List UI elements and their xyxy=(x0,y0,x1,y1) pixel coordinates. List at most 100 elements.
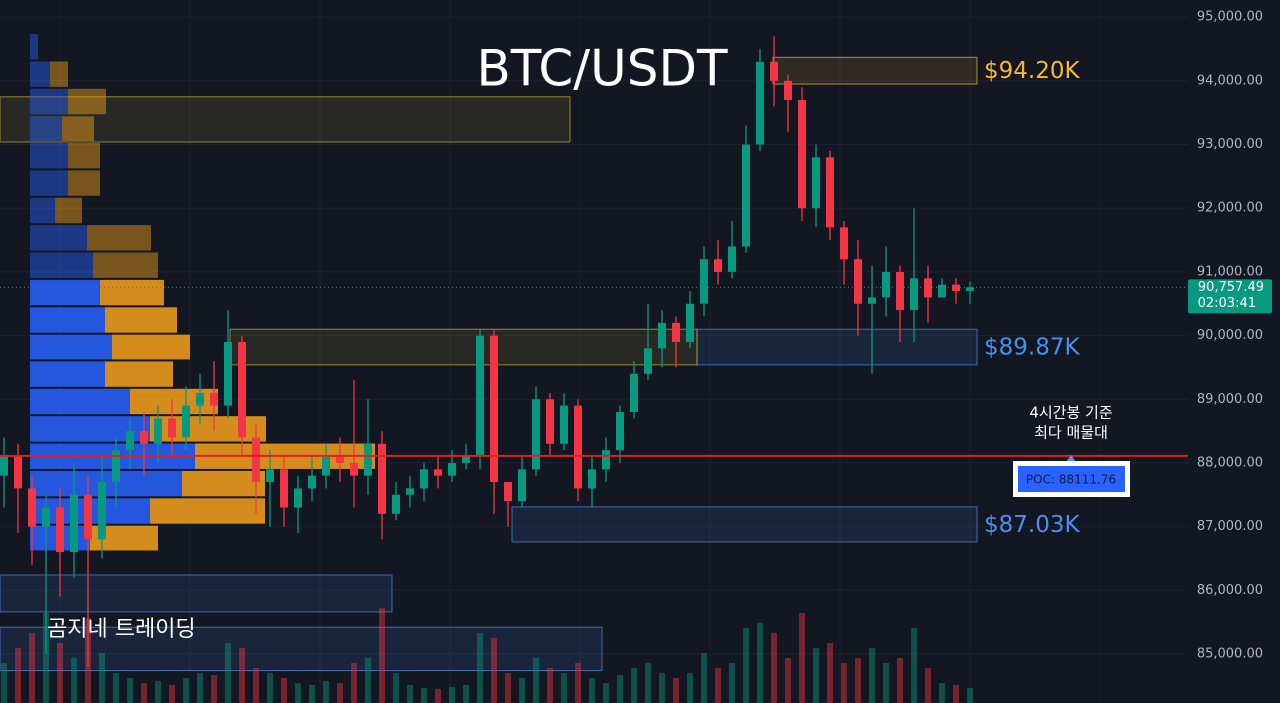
volume-bar xyxy=(701,653,707,703)
candle-body xyxy=(938,284,946,298)
candle-body xyxy=(350,462,358,476)
profile-sell xyxy=(68,88,106,115)
volume-bar xyxy=(211,675,217,703)
profile-sell xyxy=(182,470,265,497)
candle-body xyxy=(252,437,260,483)
volume-bar xyxy=(155,681,161,703)
candle-body xyxy=(462,456,470,463)
candle-body xyxy=(896,271,904,311)
volume-bar xyxy=(505,673,511,703)
candle-body xyxy=(714,259,722,272)
volume-bar xyxy=(841,663,847,703)
volume-bar xyxy=(463,685,469,703)
profile-buy xyxy=(30,170,68,196)
countdown: 02:03:41 xyxy=(1198,296,1256,311)
candle-body xyxy=(0,456,8,476)
volume-bar xyxy=(925,668,931,703)
candle-body xyxy=(784,80,792,100)
poc-label: POC: 88111.76 xyxy=(1026,473,1116,487)
volume-bar xyxy=(757,623,763,703)
volume-bar xyxy=(127,678,133,703)
profile-sell xyxy=(87,225,151,251)
candle-body xyxy=(504,482,512,502)
candle-body xyxy=(546,399,554,444)
candle-body xyxy=(308,475,316,489)
volume-bar xyxy=(785,658,791,703)
profile-buy xyxy=(30,252,93,278)
candle-body xyxy=(322,456,330,476)
y-tick-label: 95,000.00 xyxy=(1197,10,1263,25)
candle-body xyxy=(126,431,134,451)
volume-bar xyxy=(631,668,637,703)
candle-body xyxy=(420,469,428,489)
volume-bar xyxy=(477,633,483,703)
candle-body xyxy=(756,61,764,145)
volume-bar xyxy=(253,668,259,703)
candle-body xyxy=(434,469,442,476)
y-tick-label: 94,000.00 xyxy=(1197,73,1263,88)
zone-label: $89.87K xyxy=(984,335,1080,361)
last-price-label: 90,757.49 xyxy=(1198,280,1264,295)
y-tick-label: 88,000.00 xyxy=(1197,455,1263,470)
profile-sell xyxy=(68,170,100,196)
profile-buy xyxy=(30,34,38,60)
zone xyxy=(696,328,978,366)
volume-bar xyxy=(421,688,427,703)
profile-buy xyxy=(30,143,68,169)
poc-annotation: 최다 매물대 xyxy=(1034,424,1108,442)
volume-bar xyxy=(715,668,721,703)
profile-sell xyxy=(68,143,100,169)
volume-bar xyxy=(939,683,945,703)
profile-sell xyxy=(100,279,164,306)
candle-body xyxy=(182,405,190,438)
candle-body xyxy=(70,494,78,553)
volume-bar xyxy=(197,673,203,703)
candle-body xyxy=(336,456,344,463)
volume-bar xyxy=(323,681,329,703)
profile-sell xyxy=(130,388,218,415)
y-tick-label: 89,000.00 xyxy=(1197,392,1263,407)
volume-bar xyxy=(29,633,35,703)
candle-body xyxy=(294,488,302,508)
zone-label: $94.20K xyxy=(984,58,1080,84)
profile-sell xyxy=(105,361,173,387)
candle-body xyxy=(840,227,848,260)
last-price-box xyxy=(1188,279,1272,314)
volume-bar xyxy=(589,678,595,703)
candle-body xyxy=(644,348,652,374)
poc-annotation: 4시간봉 기준 xyxy=(1029,404,1113,422)
zone xyxy=(0,574,393,613)
candle-body xyxy=(630,373,638,412)
profile-buy xyxy=(30,88,68,115)
candle-body xyxy=(700,259,708,304)
candle-body xyxy=(406,488,414,495)
volume-bar xyxy=(869,648,875,703)
candle-body xyxy=(854,259,862,304)
zone xyxy=(0,626,603,672)
candle-body xyxy=(490,335,498,483)
volume-bar xyxy=(645,663,651,703)
y-tick-label: 91,000.00 xyxy=(1197,264,1263,279)
volume-bar xyxy=(15,648,21,703)
volume-bar xyxy=(855,658,861,703)
volume-bar xyxy=(351,663,357,703)
volume-bar xyxy=(813,648,819,703)
profile-sell xyxy=(112,334,190,360)
y-tick-label: 85,000.00 xyxy=(1197,646,1263,661)
profile-buy xyxy=(30,197,55,224)
candle-body xyxy=(672,322,680,342)
candle-body xyxy=(448,462,456,476)
volume-bar xyxy=(407,685,413,703)
volume-bar xyxy=(57,643,63,703)
watermark: 곰지네 트레이딩 xyxy=(47,617,196,642)
volume-bar xyxy=(435,689,441,703)
volume-bar xyxy=(239,648,245,703)
candle-body xyxy=(14,456,22,489)
volume-bar xyxy=(617,675,623,703)
profile-sell xyxy=(150,416,266,442)
volume-bar xyxy=(267,673,273,703)
profile-buy xyxy=(30,388,130,415)
candle-body xyxy=(686,303,694,342)
candle-body xyxy=(28,488,36,527)
